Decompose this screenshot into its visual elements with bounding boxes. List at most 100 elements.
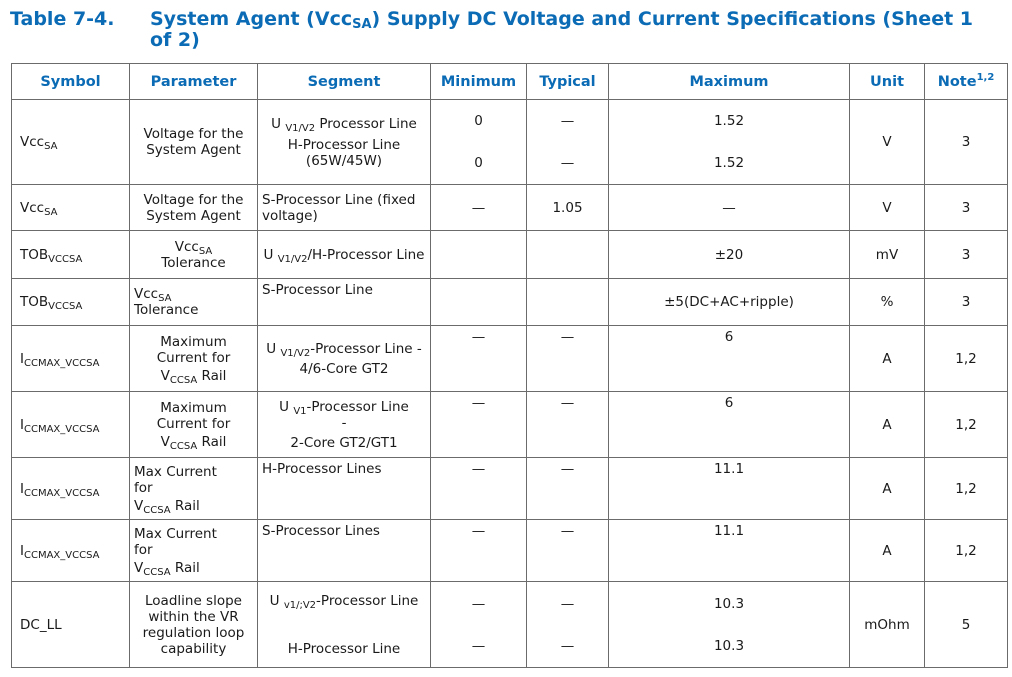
title-subscript: SA <box>352 17 372 32</box>
segment-dash: - <box>341 414 347 431</box>
symbol-subscript: SA <box>44 141 58 152</box>
symbol-text: I <box>20 350 24 367</box>
parameter-cell: Maximum Current for VCCSA Rail <box>129 391 258 458</box>
parameter-text-end: Rail <box>197 433 227 450</box>
minimum-cell: — <box>430 184 527 231</box>
unit-cell: V <box>849 99 925 185</box>
parameter-subscript: CCSA <box>169 374 198 386</box>
note-cell: 5 <box>924 581 1008 668</box>
segment-subscript: V1 <box>293 405 307 417</box>
minimum-value: — <box>471 595 486 612</box>
header-maximum: Maximum <box>608 63 850 100</box>
header-note-sup: 1,2 <box>976 71 995 83</box>
parameter-text-end: Rail <box>170 497 200 514</box>
typical-cell: — — <box>526 581 609 668</box>
typical-value: — <box>560 595 575 612</box>
minimum-value: 0 <box>474 113 483 129</box>
table-row: TOBVCCSA VccSA Tolerance U V1/V2/H-Proces… <box>11 230 1008 279</box>
parameter-line: Max Current <box>134 525 217 542</box>
table-row: VccSA Voltage for the System Agent U V1/… <box>11 99 1008 185</box>
header-parameter: Parameter <box>129 63 258 100</box>
segment-cell: S-Processor Line (fixed voltage) <box>257 184 431 231</box>
parameter-text: V <box>160 367 170 384</box>
typical-cell: — <box>526 325 609 392</box>
unit-cell: A <box>849 391 925 458</box>
minimum-cell: — <box>430 519 527 582</box>
symbol-subscript: VCCSA <box>48 301 83 312</box>
symbol-subscript: CCMAX_VCCSA <box>23 357 100 369</box>
segment-text-end: -Processor Line <box>306 398 409 415</box>
unit-cell: mOhm <box>849 581 925 668</box>
title-text: System Agent (Vcc <box>150 8 353 30</box>
symbol-subscript: CCMAX_VCCSA <box>23 423 100 435</box>
typical-cell <box>526 230 609 279</box>
table-row: ICCMAX_VCCSA Maximum Current for VCCSA Rai… <box>11 325 1008 392</box>
parameter-text-end: Rail <box>170 559 200 576</box>
symbol-cell: ICCMAX_VCCSA <box>11 457 130 520</box>
segment-cell: U V1/V2 Processor Line H-Processor Line … <box>257 99 431 185</box>
note-cell: 3 <box>924 278 1008 326</box>
symbol-subscript: SA <box>44 206 58 218</box>
parameter-line: Max Current <box>134 463 217 480</box>
parameter-line-2: for <box>134 479 153 496</box>
segment-text-end: Processor Line <box>315 115 417 132</box>
typical-value-2: — <box>560 637 575 654</box>
table-number: Table 7-4. <box>10 8 115 30</box>
segment-cell: H-Processor Lines <box>257 457 431 520</box>
segment-line-2: H-Processor Line (65W/45W) <box>287 136 401 169</box>
segment-text: U <box>279 398 294 415</box>
maximum-value-2: 10.3 <box>713 637 745 654</box>
parameter-cell: Maximum Current for VCCSA Rail <box>129 325 258 392</box>
note-cell: 3 <box>924 184 1008 231</box>
segment-text: U <box>263 246 278 263</box>
header-typical: Typical <box>526 63 609 100</box>
header-minimum: Minimum <box>430 63 527 100</box>
parameter-text: V <box>160 433 170 450</box>
typical-cell: — <box>526 457 609 520</box>
segment-subscript: V1/V2 <box>277 253 308 265</box>
segment-subscript: v1/;V2 <box>283 599 317 611</box>
maximum-cell: — <box>608 184 850 231</box>
segment-cell: U V1-Processor Line - 2-Core GT2/GT1 <box>257 391 431 458</box>
symbol-text: I <box>20 416 24 433</box>
maximum-cell: 6 <box>608 325 850 392</box>
table-row: VccSA Voltage for the System Agent S-Pro… <box>11 184 1008 231</box>
minimum-cell: — — <box>430 581 527 668</box>
parameter-line: Maximum <box>160 399 227 416</box>
minimum-cell <box>430 278 527 326</box>
minimum-cell: — <box>430 325 527 392</box>
parameter-subscript: CCSA <box>169 440 198 452</box>
minimum-cell <box>430 230 527 279</box>
symbol-text: I <box>20 480 24 497</box>
header-segment: Segment <box>257 63 431 100</box>
note-cell: 1,2 <box>924 457 1008 520</box>
typical-cell: — — <box>526 99 609 185</box>
table-title: System Agent (VccSA) Supply DC Voltage a… <box>150 9 1000 51</box>
parameter-text-end: Rail <box>197 367 227 384</box>
segment-text-end: -Processor Line - <box>310 340 422 357</box>
parameter-cell: Max Current for VCCSA Rail <box>129 457 258 520</box>
header-note-label: Note <box>937 73 977 90</box>
table-row: TOBVCCSA VccSA Tolerance S-Processor Line… <box>11 278 1008 326</box>
parameter-line-3: VCCSA Rail <box>134 496 253 516</box>
minimum-value-2: — <box>471 637 486 654</box>
segment-line-2: H-Processor Line <box>287 640 401 657</box>
segment-text: U <box>266 340 281 357</box>
parameter-text: Vcc <box>134 286 159 302</box>
parameter-line-3: VCCSA Rail <box>134 558 253 578</box>
symbol-text: Vcc <box>20 199 45 216</box>
segment-line-2: 2-Core GT2/GT1 <box>290 434 398 451</box>
segment-cell: S-Processor Line <box>257 278 431 326</box>
header-symbol: Symbol <box>11 63 130 100</box>
parameter-cell: Max Current for VCCSA Rail <box>129 519 258 582</box>
maximum-cell: 11.1 <box>608 519 850 582</box>
parameter-line: VccSA <box>134 239 253 257</box>
segment-subscript: V1/V2 <box>285 122 316 134</box>
note-cell: 1,2 <box>924 519 1008 582</box>
symbol-cell: VccSA <box>11 99 130 185</box>
symbol-subscript: CCMAX_VCCSA <box>23 549 100 561</box>
segment-cell: U V1/V2/H-Processor Line <box>257 230 431 279</box>
segment-subscript: V1/V2 <box>280 347 311 359</box>
symbol-cell: ICCMAX_VCCSA <box>11 391 130 458</box>
